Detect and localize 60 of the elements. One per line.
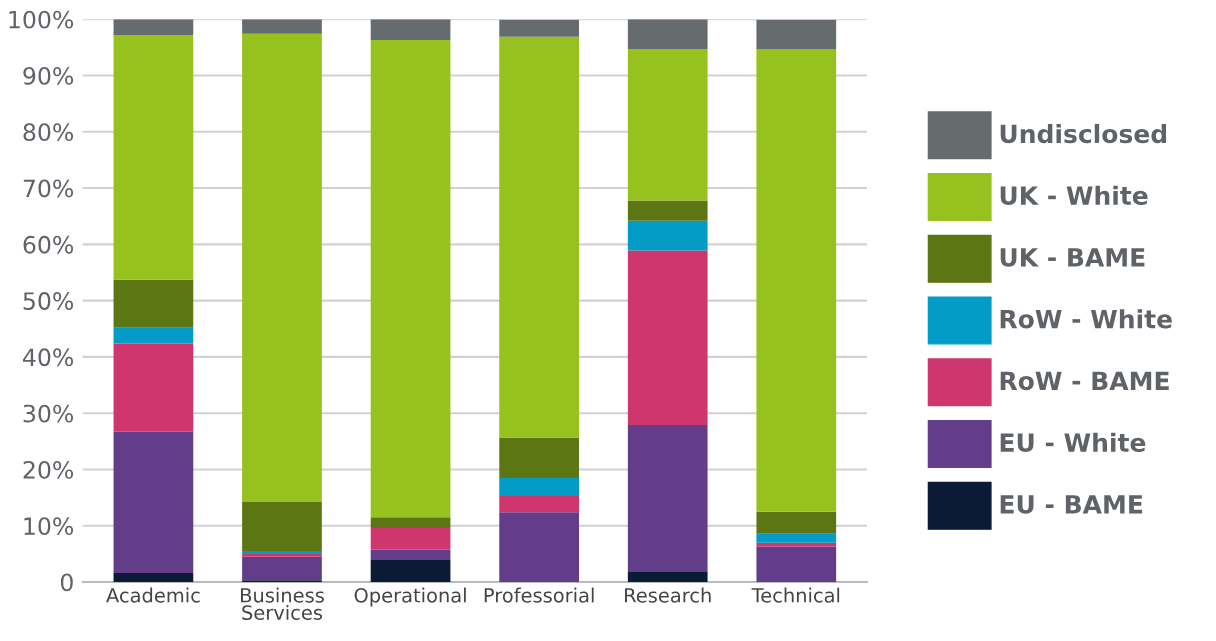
bar xyxy=(756,19,837,50)
x-tick-label: Research xyxy=(625,587,711,603)
bar xyxy=(370,517,451,528)
x-tick-label: Academic xyxy=(106,587,200,603)
bar xyxy=(499,512,579,583)
legend-label: EU - White xyxy=(1000,432,1146,452)
bar xyxy=(756,533,837,543)
bar xyxy=(756,49,837,512)
bar xyxy=(370,549,451,561)
bar xyxy=(627,19,708,50)
x-tick-label: Operational xyxy=(354,587,466,607)
legend-label: UK - White xyxy=(1000,185,1148,205)
bar xyxy=(627,425,708,572)
bar xyxy=(627,571,708,583)
y-tick-label: 30% xyxy=(23,404,74,423)
legend-label: RoW - White xyxy=(1000,309,1172,329)
bar xyxy=(113,279,194,328)
bar xyxy=(370,560,451,583)
bar xyxy=(499,19,579,37)
bar xyxy=(113,573,194,583)
bar xyxy=(113,327,194,344)
bar xyxy=(499,36,579,438)
y-tick-label: 20% xyxy=(23,460,74,479)
y-tick-label: 90% xyxy=(23,66,74,85)
y-tick-label: 60% xyxy=(23,235,74,254)
bar xyxy=(627,49,708,201)
bar xyxy=(113,431,194,574)
bar xyxy=(242,556,322,581)
y-tick-label: 10% xyxy=(24,517,74,536)
bar xyxy=(627,220,708,251)
y-tick-label: 50% xyxy=(23,292,74,310)
bar xyxy=(370,19,451,41)
y-tick-label: 70% xyxy=(23,179,74,198)
bar xyxy=(242,33,322,503)
bar xyxy=(370,528,451,550)
bar xyxy=(627,200,708,221)
bar xyxy=(627,250,708,426)
bar xyxy=(113,19,194,35)
bar xyxy=(370,40,451,518)
bar xyxy=(499,437,579,478)
bar xyxy=(756,511,837,534)
bar xyxy=(113,34,194,280)
legend-label: Undisclosed xyxy=(1000,123,1167,144)
y-tick-label: 0 xyxy=(60,573,73,592)
y-tick-label: 80% xyxy=(23,123,74,142)
bar xyxy=(756,546,837,583)
bar xyxy=(242,502,322,552)
bar xyxy=(499,495,579,513)
legend-label: RoW - BAME xyxy=(1000,371,1169,391)
x-tick-label: Business Services xyxy=(241,587,324,620)
legend-label: UK - BAME xyxy=(1000,248,1145,267)
bar xyxy=(113,343,194,432)
x-tick-label: Technical xyxy=(751,587,840,603)
legend-label: EU - BAME xyxy=(1000,495,1143,514)
y-tick-label: 100% xyxy=(9,10,74,29)
x-tick-label: Professorial xyxy=(484,587,594,603)
y-tick-label: 40% xyxy=(23,348,74,367)
bar xyxy=(242,19,322,34)
bar xyxy=(499,477,579,496)
bar xyxy=(756,542,837,547)
